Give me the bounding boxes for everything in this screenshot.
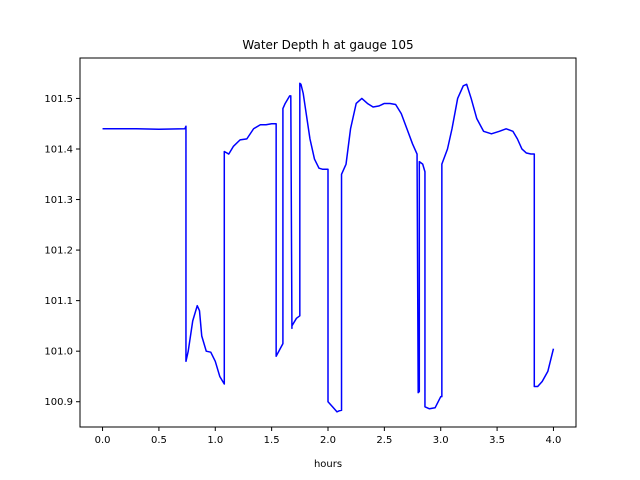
x-tick-label: 3.5 <box>489 435 505 446</box>
chart-title: Water Depth h at gauge 105 <box>242 38 413 52</box>
x-tick-label: 4.0 <box>546 435 562 446</box>
x-tick-label: 1.0 <box>207 435 223 446</box>
x-tick-label: 0.5 <box>151 435 167 446</box>
y-axis: 100.9 101.0 101.1 101.2 101.3 101.4 101.5 <box>44 94 80 408</box>
plot-area <box>102 82 555 413</box>
y-tick-label: 101.0 <box>44 347 73 358</box>
y-tick-label: 100.9 <box>44 397 73 408</box>
x-axis-title: hours <box>314 459 342 470</box>
y-tick-label: 101.3 <box>44 195 73 206</box>
x-tick-label: 2.5 <box>376 435 392 446</box>
x-axis: 0.0 0.5 1.0 1.5 2.0 2.5 3.0 3.5 4.0 <box>95 427 562 446</box>
series-line-0 <box>102 82 555 413</box>
x-tick-label: 3.0 <box>433 435 449 446</box>
x-tick-label: 0.0 <box>95 435 111 446</box>
y-tick-label: 101.1 <box>44 296 73 307</box>
y-tick-label: 101.2 <box>44 246 73 257</box>
x-tick-label: 2.0 <box>320 435 336 446</box>
x-tick-label: 1.5 <box>264 435 280 446</box>
y-tick-label: 101.5 <box>44 94 73 105</box>
y-tick-label: 101.4 <box>44 144 73 155</box>
